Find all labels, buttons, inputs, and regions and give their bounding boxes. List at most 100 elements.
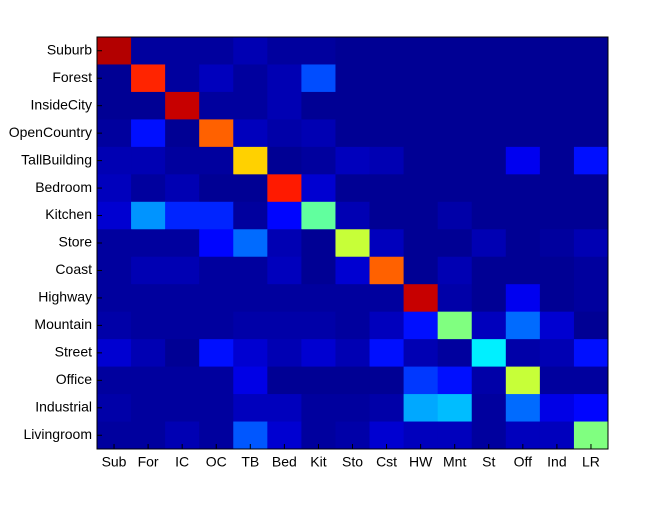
heatmap-cell (233, 64, 268, 93)
heatmap-cell (301, 64, 336, 93)
heatmap-cell (505, 256, 541, 285)
heatmap-cell (233, 229, 268, 258)
heatmap-cell (131, 146, 166, 175)
y-tick-label: Kitchen (45, 206, 92, 222)
heatmap-cell (233, 366, 268, 395)
heatmap-cell (539, 201, 575, 230)
x-tick-label: For (138, 454, 159, 470)
heatmap-cell (267, 366, 302, 395)
heatmap-cell (233, 37, 268, 65)
x-tick-label: Ind (547, 454, 566, 470)
heatmap-cell (505, 201, 541, 230)
y-tick-label: Street (55, 344, 92, 360)
heatmap-cell (301, 394, 336, 423)
heatmap-cell (165, 366, 200, 395)
heatmap-cell (403, 311, 439, 340)
heatmap-cell (403, 394, 439, 423)
heatmap-cell (199, 256, 234, 285)
y-tick-label: Office (56, 371, 93, 387)
heatmap-cell (539, 174, 575, 203)
heatmap-cell (301, 311, 336, 340)
heatmap-cell (539, 284, 575, 313)
heatmap-cell (573, 37, 609, 65)
heatmap-cell (199, 394, 234, 423)
heatmap-cell (233, 119, 268, 148)
y-tick-label: Highway (38, 289, 92, 305)
heatmap-cell (335, 146, 371, 175)
heatmap-cell (131, 119, 166, 148)
heatmap-cell (301, 37, 336, 65)
heatmap-cell (403, 37, 439, 65)
heatmap-cell (505, 366, 541, 395)
heatmap-cell (403, 64, 439, 93)
heatmap-cell (505, 284, 541, 313)
heatmap-cell (97, 146, 132, 175)
heatmap-cell (301, 146, 336, 175)
heatmap-cell (471, 229, 507, 258)
heatmap-cell (403, 229, 439, 258)
y-tick-label: InsideCity (31, 96, 92, 112)
heatmap-cell (505, 229, 541, 258)
heatmap-cell (539, 311, 575, 340)
heatmap-cell (335, 256, 371, 285)
heatmap-cell (573, 174, 609, 203)
heatmap-cell (267, 146, 302, 175)
heatmap-cell (403, 91, 439, 120)
heatmap-cell (233, 284, 268, 313)
heatmap-cell (199, 284, 234, 313)
heatmap-cell (437, 64, 473, 93)
heatmap-cell (403, 339, 439, 368)
heatmap-cell (573, 119, 609, 148)
heatmap-cell (369, 64, 405, 93)
heatmap-cell (267, 37, 302, 65)
heatmap-cell (437, 256, 473, 285)
heatmap-cell (199, 146, 234, 175)
heatmap-cell (369, 174, 405, 203)
heatmap-cell (539, 64, 575, 93)
heatmap-cell (199, 64, 234, 93)
x-tick-label: Bed (272, 454, 297, 470)
heatmap-cell (437, 91, 473, 120)
heatmap-cell (539, 146, 575, 175)
heatmap-cell (267, 91, 302, 120)
heatmap-cell (471, 284, 507, 313)
heatmap-cell (403, 201, 439, 230)
heatmap-cell (267, 119, 302, 148)
heatmap-cell (131, 339, 166, 368)
heatmap-cell (301, 256, 336, 285)
heatmap-cell (199, 201, 234, 230)
heatmap-cell (335, 394, 371, 423)
heatmap-cell (131, 64, 166, 93)
heatmap-cell (471, 311, 507, 340)
heatmap-cell (505, 119, 541, 148)
heatmap-cell (199, 366, 234, 395)
heatmap-cell (165, 37, 200, 65)
heatmap-cell (97, 91, 132, 120)
heatmap-cell (131, 91, 166, 120)
heatmap-cell (335, 37, 371, 65)
heatmap-cell (369, 311, 405, 340)
heatmap-cell (539, 119, 575, 148)
x-tick-label: OC (206, 454, 227, 470)
y-tick-label: TallBuilding (21, 151, 92, 167)
heatmap-cell (267, 256, 302, 285)
y-tick-label: Suburb (47, 41, 92, 57)
heatmap-cell (97, 256, 132, 285)
heatmap-cell (233, 91, 268, 120)
heatmap-cell (335, 284, 371, 313)
heatmap-cell (335, 229, 371, 258)
heatmap-cell (97, 201, 132, 230)
heatmap-cell (505, 37, 541, 65)
x-tick-label: Sub (102, 454, 127, 470)
heatmap-cell (369, 119, 405, 148)
heatmap-cell (403, 256, 439, 285)
heatmap-cell (199, 37, 234, 65)
heatmap-cell (369, 394, 405, 423)
heatmap-cell (97, 311, 132, 340)
heatmap-cell (471, 201, 507, 230)
heatmap-cell (233, 311, 268, 340)
y-tick-label: Forest (52, 69, 92, 85)
heatmap-cell (165, 256, 200, 285)
heatmap-cell (97, 64, 132, 93)
